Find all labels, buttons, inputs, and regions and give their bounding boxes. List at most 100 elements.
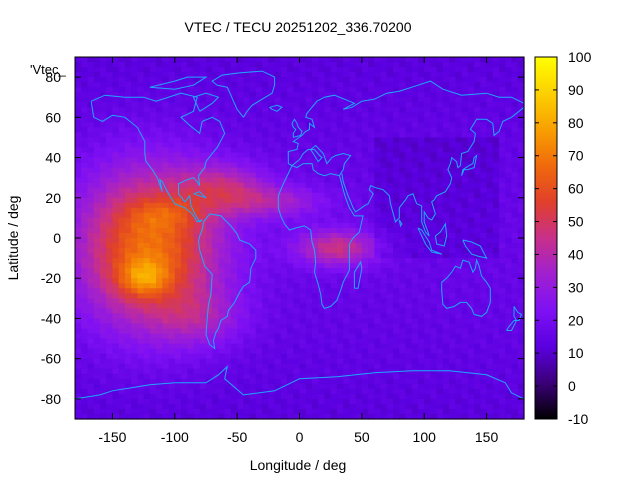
- heat-cell: [124, 273, 132, 279]
- heat-cell: [187, 207, 195, 214]
- heat-cell: [361, 72, 369, 78]
- heat-cell: [436, 383, 444, 390]
- heat-cell: [417, 388, 425, 395]
- heat-cell: [212, 368, 220, 375]
- heat-cell: [75, 167, 82, 174]
- heat-cell: [87, 77, 95, 83]
- heat-cell: [131, 142, 138, 149]
- heat-cell: [386, 97, 394, 103]
- heat-cell: [505, 373, 513, 380]
- heat-cell: [224, 298, 232, 304]
- heat-cell: [249, 313, 257, 320]
- heat-cell: [212, 62, 220, 68]
- heat-cell: [218, 283, 226, 289]
- heat-cell: [467, 393, 475, 400]
- heat-cell: [442, 363, 450, 370]
- heat-cell: [343, 298, 350, 304]
- heat-cell: [243, 283, 251, 289]
- heat-cell: [268, 353, 276, 360]
- heat-cell: [81, 348, 89, 355]
- heat-cell: [355, 293, 363, 299]
- heat-cell: [467, 212, 475, 219]
- heat-cell: [361, 323, 369, 330]
- heat-cell: [293, 232, 301, 239]
- heat-cell: [212, 127, 220, 134]
- heat-cell: [199, 268, 207, 274]
- heat-cell: [249, 303, 257, 309]
- heat-cell: [293, 348, 301, 355]
- heat-cell: [374, 313, 382, 320]
- heat-cell: [193, 328, 201, 335]
- heat-cell: [349, 373, 357, 380]
- heat-cell: [299, 248, 307, 254]
- heat-cell: [293, 268, 301, 274]
- heat-cell: [143, 132, 151, 139]
- heat-cell: [87, 147, 95, 154]
- heat-cell: [386, 303, 394, 309]
- heat-cell: [168, 398, 176, 405]
- heat-cell: [361, 298, 369, 304]
- heat-cell: [131, 388, 138, 395]
- heat-cell: [368, 243, 375, 249]
- heat-cell: [361, 383, 369, 390]
- heat-cell: [455, 142, 463, 149]
- heat-cell: [99, 142, 107, 149]
- heat-cell: [436, 87, 444, 93]
- heat-cell: [361, 388, 369, 395]
- heat-cell: [205, 253, 213, 259]
- heat-cell: [505, 253, 513, 259]
- heat-cell: [449, 238, 457, 244]
- heat-cell: [193, 323, 201, 330]
- heat-cell: [149, 107, 157, 113]
- heat-cell: [205, 152, 213, 159]
- heat-cell: [262, 308, 269, 315]
- heat-cell: [361, 67, 369, 73]
- heat-cell: [505, 207, 513, 214]
- heat-cell: [393, 313, 400, 320]
- heat-cell: [355, 283, 363, 289]
- heat-cell: [436, 192, 444, 199]
- heat-cell: [380, 378, 388, 385]
- heat-cell: [106, 253, 114, 259]
- heat-cell: [417, 238, 425, 244]
- heat-cell: [149, 137, 157, 144]
- heat-cell: [218, 102, 226, 108]
- heat-cell: [287, 217, 294, 224]
- heat-cell: [380, 212, 388, 219]
- heat-cell: [293, 202, 301, 209]
- heat-cell: [162, 137, 170, 144]
- heat-cell: [112, 232, 120, 239]
- heat-cell: [424, 333, 432, 340]
- heat-cell: [324, 243, 332, 249]
- heat-cell: [374, 343, 382, 350]
- heat-cell: [106, 363, 114, 370]
- heat-cell: [280, 368, 288, 375]
- heat-cell: [293, 288, 301, 294]
- heat-cell: [249, 187, 257, 194]
- heat-cell: [511, 273, 519, 279]
- heat-cell: [131, 152, 138, 159]
- heat-cell: [393, 102, 400, 108]
- heat-cell: [262, 72, 269, 78]
- heat-cell: [305, 97, 313, 103]
- heat-cell: [205, 182, 213, 189]
- heat-cell: [461, 192, 469, 199]
- heat-cell: [187, 393, 195, 400]
- heat-cell: [380, 177, 388, 184]
- heat-cell: [405, 232, 413, 239]
- heat-cell: [480, 112, 488, 118]
- heat-cell: [492, 82, 500, 88]
- heat-cell: [137, 117, 145, 123]
- heat-cell: [480, 167, 488, 174]
- heat-cell: [511, 388, 519, 395]
- heat-cell: [349, 157, 357, 164]
- heat-cell: [149, 62, 157, 68]
- heat-cell: [106, 333, 114, 340]
- heat-cell: [336, 353, 344, 360]
- heat-cell: [324, 358, 332, 365]
- heat-cell: [112, 122, 120, 128]
- heat-cell: [430, 132, 438, 139]
- heat-cell: [343, 57, 350, 63]
- heat-cell: [193, 253, 201, 259]
- heat-cell: [374, 72, 382, 78]
